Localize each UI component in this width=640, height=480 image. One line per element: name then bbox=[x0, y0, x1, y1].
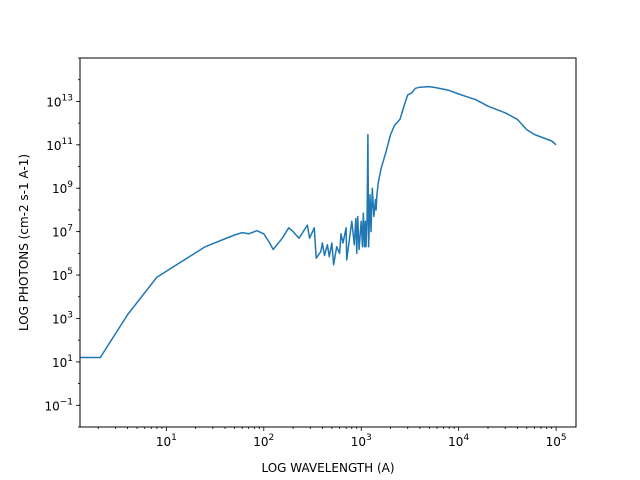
y-axis-label: LOG PHOTONS (cm-2 s-1 A-1) bbox=[17, 154, 31, 331]
x-axis-label: LOG WAVELENGTH (A) bbox=[261, 461, 394, 475]
plot-frame bbox=[79, 57, 577, 428]
series-line-0 bbox=[80, 85, 557, 359]
series-layer bbox=[80, 85, 557, 359]
